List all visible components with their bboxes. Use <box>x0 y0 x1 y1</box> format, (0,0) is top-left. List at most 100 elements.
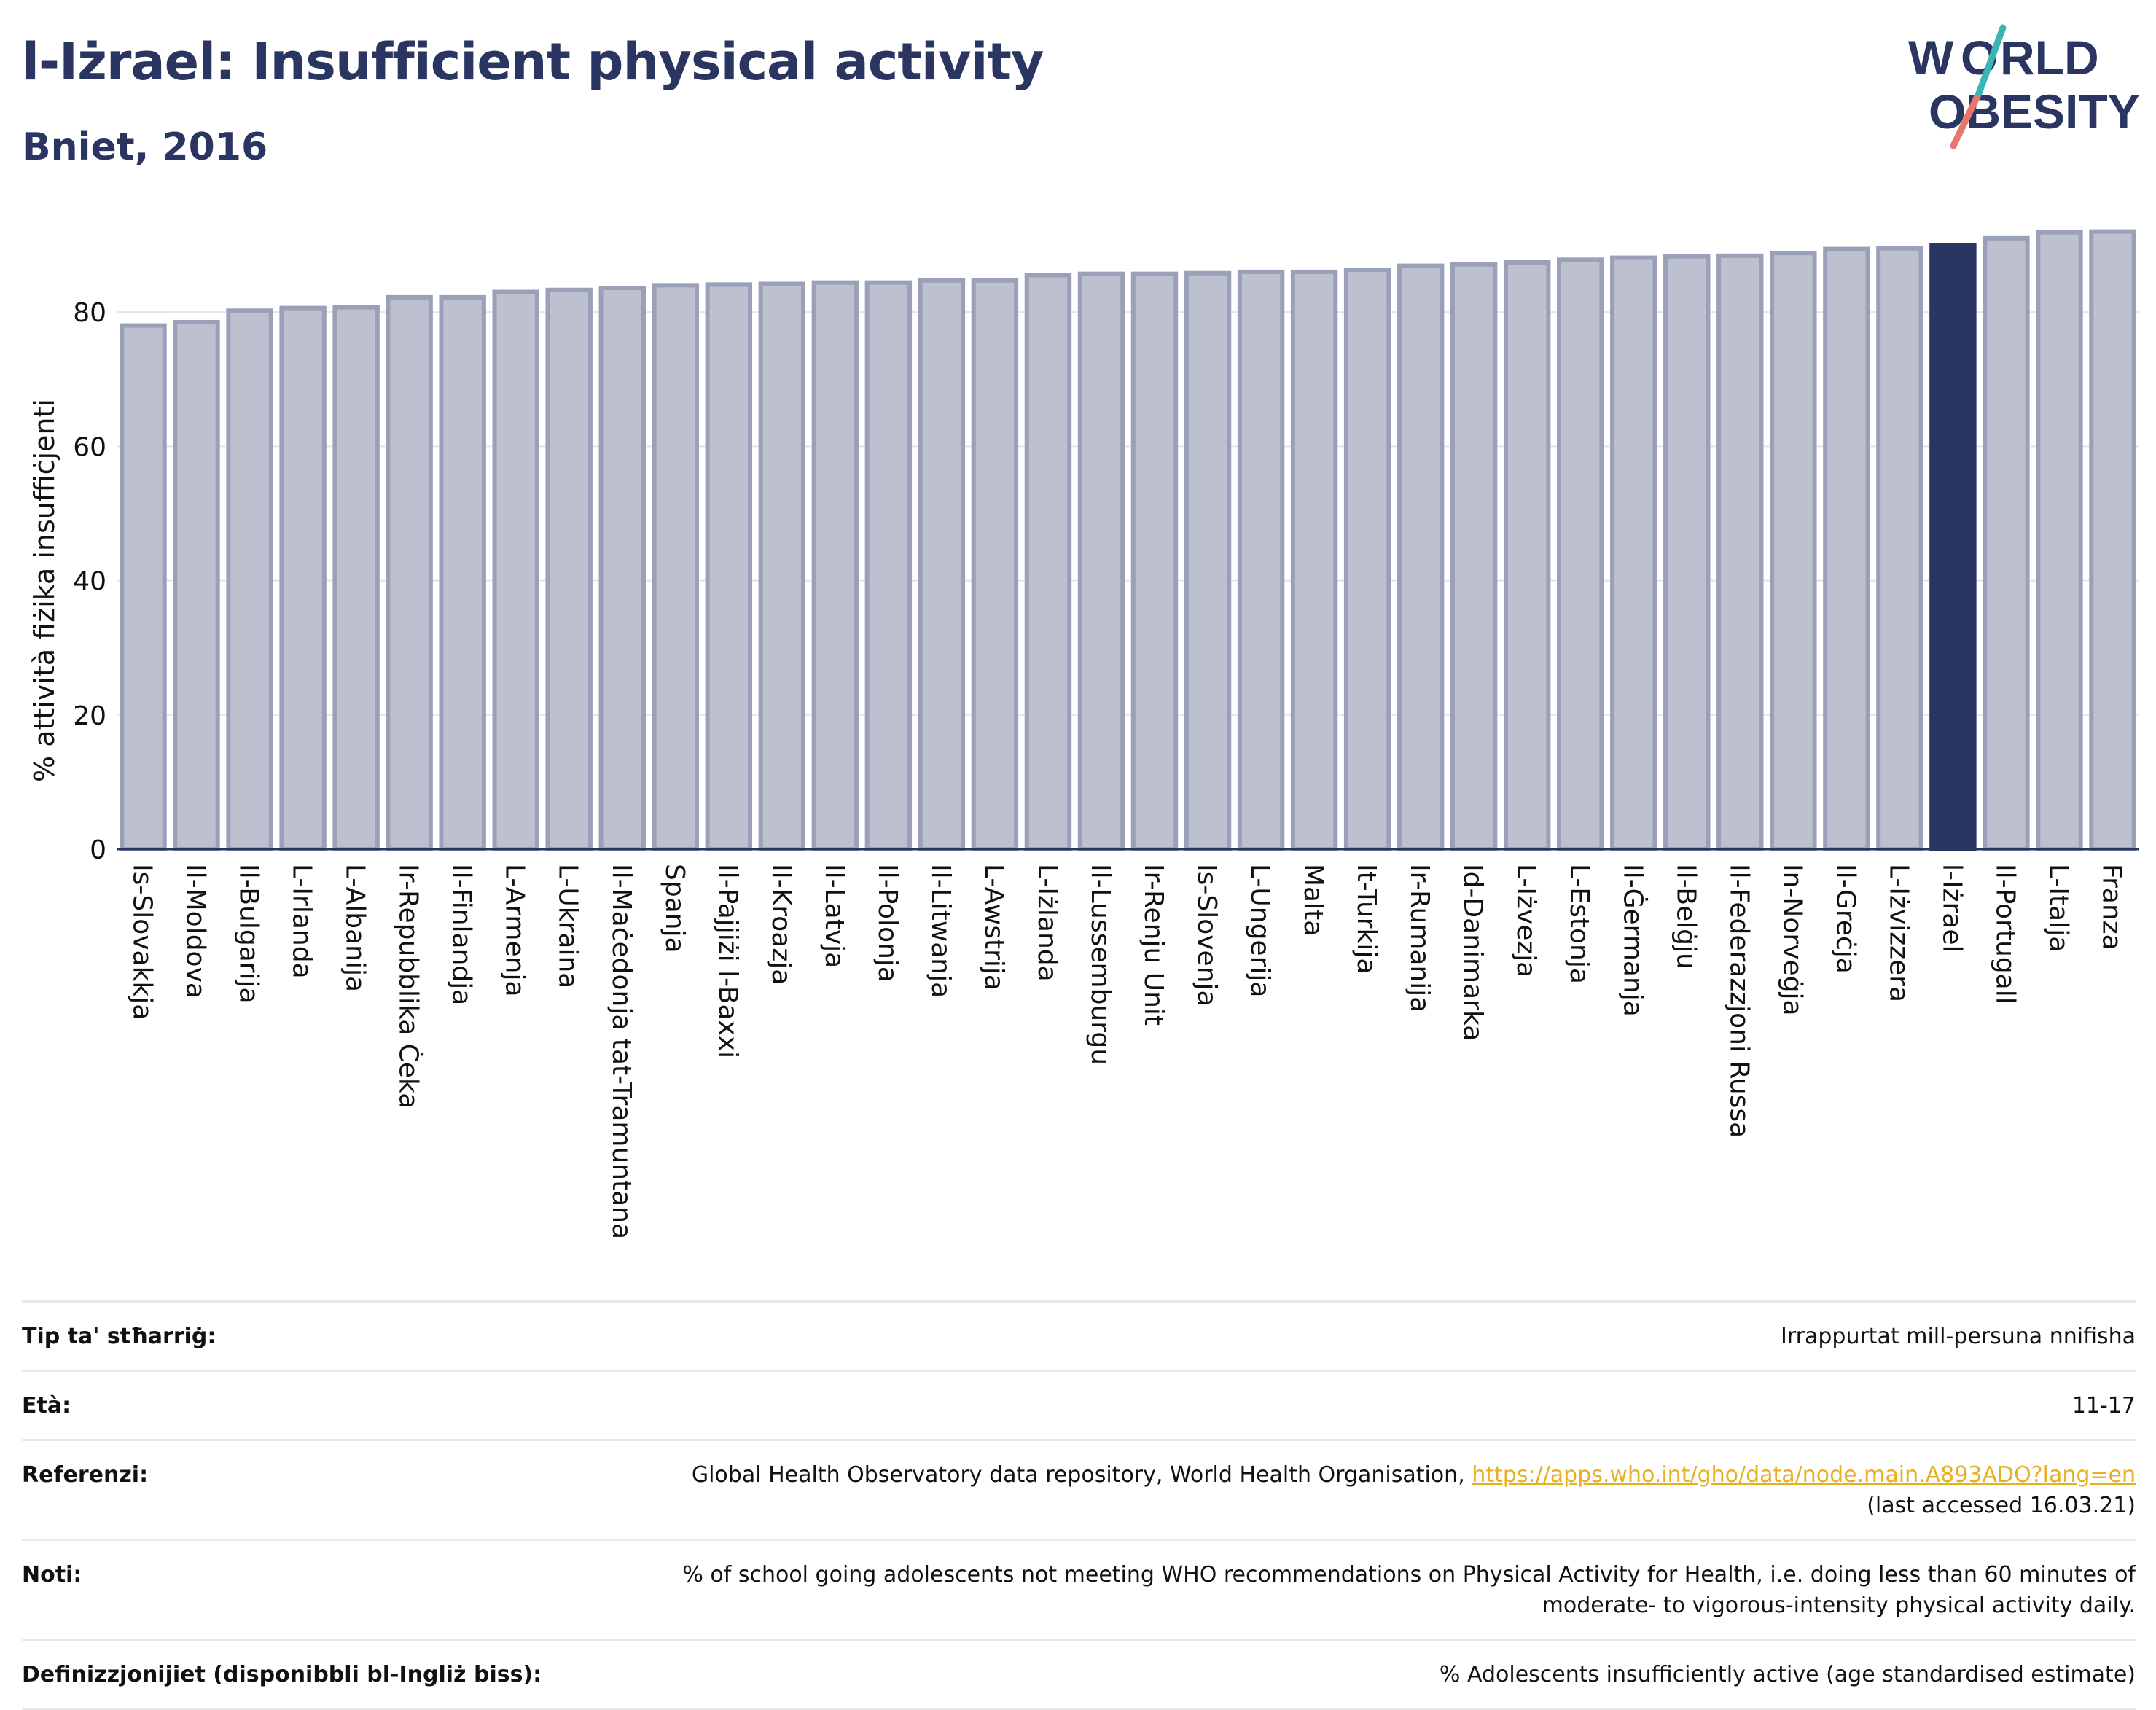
bar <box>545 287 593 851</box>
bar <box>1237 269 1285 852</box>
bar <box>1663 254 1711 852</box>
world-obesity-logo: W O RLD OBESITY <box>1908 24 2140 149</box>
bar <box>1450 262 1498 851</box>
bar <box>386 294 433 852</box>
bar <box>226 308 273 851</box>
x-tick-label: L-Armenja <box>500 864 530 997</box>
bar <box>1876 246 1923 851</box>
meta-row-references: Referenzi: Global Health Observatory dat… <box>22 1439 2136 1540</box>
bar <box>1130 271 1179 851</box>
page-title: l-Iżrael: Insufficient physical activity <box>22 32 1044 92</box>
x-tick-label: Il-Ġermanja <box>1617 864 1648 1017</box>
bar <box>1716 253 1764 851</box>
bar-chart: 0 20 40 60 80 Is-Slovakkja Il-Moldova Il-Bulga… <box>28 229 2139 1239</box>
x-tick-label: Il-Litwanja <box>926 864 956 998</box>
meta-value: % of school going adolescents not meetin… <box>576 1539 2136 1640</box>
bar <box>120 323 167 852</box>
bar <box>1983 235 2030 852</box>
x-tick-label: L-Irlanda <box>287 864 317 979</box>
x-tick-label: L-Iżlanda <box>1032 864 1062 982</box>
x-tick-label: Il-Lussemburgu <box>1085 864 1115 1065</box>
meta-row-definitions: Definizzjonijiet (disponibbli bl-Ingliż … <box>22 1639 2136 1710</box>
svg-text:W: W <box>1908 31 1954 85</box>
x-tick-label: L-Iżvizzera <box>1883 864 1913 1002</box>
x-tick-label: Il-Polonja <box>872 864 902 983</box>
reference-link[interactable]: https://apps.who.int/gho/data/node.main.… <box>1472 1462 2136 1488</box>
meta-label: Tip ta' stħarriġ: <box>22 1300 576 1371</box>
bar <box>1397 263 1445 851</box>
x-tick-label: Malta <box>1298 864 1328 936</box>
meta-label: Età: <box>22 1370 576 1440</box>
bar <box>1770 251 1817 851</box>
x-tick-label: L-Estonja <box>1564 864 1594 984</box>
bar <box>439 294 486 852</box>
bar <box>1184 270 1232 852</box>
reference-text: Global Health Observatory data repositor… <box>691 1462 1472 1488</box>
x-tick-label: Is-Slovenja <box>1192 864 1222 1007</box>
y-tick-label: 40 <box>73 567 106 597</box>
meta-row-survey-type: Tip ta' stħarriġ: Irrappurtat mill-persu… <box>22 1300 2136 1371</box>
bar <box>1503 260 1551 851</box>
bar <box>1823 246 1870 852</box>
bar <box>918 278 966 852</box>
y-tick-label: 80 <box>73 298 106 328</box>
x-tick-label: l-Iżrael <box>1937 864 1966 953</box>
x-tick-label: L-Albanija <box>340 864 370 992</box>
x-tick-label: L-Ungerija <box>1245 864 1275 997</box>
meta-row-notes: Noti: % of school going adolescents not … <box>22 1539 2136 1640</box>
bar <box>332 305 380 852</box>
x-tick-label: Ir-Renju Unit <box>1138 864 1168 1026</box>
bar <box>1290 269 1338 852</box>
x-tick-label: Il-Federazzjoni Russa <box>1724 864 1754 1138</box>
x-tick-label: L-Awstrija <box>979 864 1009 991</box>
x-tick-label: Il-Maċedonja tat-Tramuntana <box>606 864 636 1239</box>
y-axis-label: % attività fiżika insuffiċjenti <box>28 399 60 782</box>
x-tick-label: Spanja <box>660 864 690 953</box>
meta-value: 11-17 <box>576 1370 2136 1440</box>
bar <box>705 282 753 852</box>
bar <box>1077 271 1125 851</box>
metadata-table: Tip ta' stħarriġ: Irrappurtat mill-persu… <box>22 1300 2136 1710</box>
bars <box>117 229 2139 852</box>
x-tick-label: Ir-Repubblika Ċeka <box>394 864 424 1109</box>
meta-value: % Adolescents insufficiently active (age… <box>576 1639 2136 1710</box>
x-tick-label: In-Norveġja <box>1777 864 1807 1016</box>
x-tick-label: L-Iżvezja <box>1511 864 1541 977</box>
x-tick-label: Il-Finlandja <box>447 864 477 1005</box>
bar <box>1557 257 1604 851</box>
bar <box>1610 255 1657 852</box>
x-tick-label: Franza <box>2096 864 2126 950</box>
meta-label: Noti: <box>22 1539 576 1640</box>
x-tick-label: Il-Bulgarija <box>234 864 264 1004</box>
bar <box>652 283 699 851</box>
meta-label: Definizzjonijiet (disponibbli bl-Ingliż … <box>22 1639 576 1710</box>
x-tick-label: Il-Greċja <box>1830 864 1860 974</box>
x-axis-ticks: Is-Slovakkja Il-Moldova Il-Bulgarija L-Irla… <box>128 864 2127 1239</box>
bar <box>2036 230 2083 852</box>
reference-note: (last accessed 16.03.21) <box>1867 1493 2136 1518</box>
bar <box>173 319 220 851</box>
bar <box>1343 268 1391 851</box>
bar <box>2089 229 2136 851</box>
x-tick-label: Is-Slovakkja <box>128 864 157 1020</box>
x-tick-label: Il-Portugall <box>1990 864 2020 1004</box>
bar <box>811 280 859 851</box>
meta-row-age: Età: 11-17 <box>22 1370 2136 1440</box>
x-tick-label: Il-Latvja <box>819 864 849 968</box>
bar <box>758 281 806 851</box>
bar <box>279 305 327 851</box>
x-tick-label: L-Ukraina <box>553 864 583 988</box>
x-tick-label: Il-Kroazja <box>766 864 796 985</box>
page-subtitle: Bniet, 2016 <box>22 125 268 169</box>
y-tick-label: 0 <box>90 835 106 865</box>
svg-text:RLD: RLD <box>2000 31 2099 85</box>
y-tick-label: 60 <box>73 432 106 462</box>
y-tick-label: 20 <box>73 701 106 731</box>
bar <box>971 278 1019 852</box>
x-tick-label: Id-Danimarka <box>1458 864 1488 1041</box>
bar <box>864 280 913 851</box>
x-tick-label: Ir-Rumanija <box>1405 864 1434 1012</box>
x-tick-label: Il-Pajjiżi l-Baxxi <box>713 864 743 1058</box>
meta-value: Global Health Observatory data repositor… <box>576 1439 2136 1540</box>
y-axis-ticks: 0 20 40 60 80 <box>73 298 106 865</box>
